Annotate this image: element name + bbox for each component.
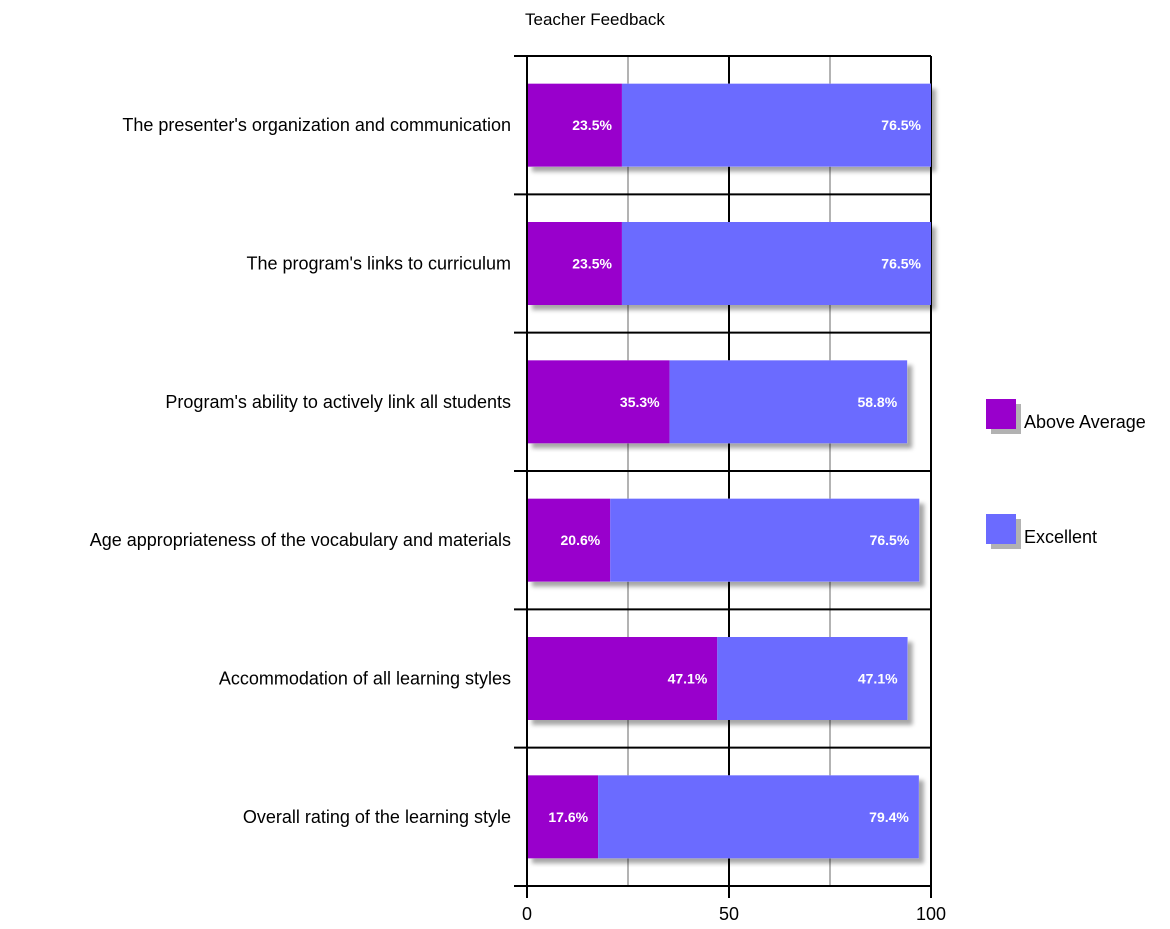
bar-group: 23.5% 76.5%: [527, 83, 931, 167]
x-tick-label: 0: [522, 904, 532, 924]
legend-label: Excellent: [1024, 527, 1097, 547]
bar-segment-above-average: [527, 83, 622, 167]
data-label: 58.8%: [857, 394, 897, 410]
data-label: 23.5%: [572, 256, 612, 272]
data-label: 17.6%: [548, 809, 588, 825]
bars-layer: 23.5% 76.5% 23.5% 76.5% 35.3% 58.8% 20.6% 76.5%…: [527, 83, 931, 859]
category-label: The presenter's organization and communi…: [122, 115, 511, 135]
category-label: Accommodation of all learning styles: [219, 669, 511, 689]
bar-segment-above-average: [527, 360, 670, 444]
bar-segment-excellent: [621, 222, 931, 305]
data-label: 79.4%: [869, 809, 909, 825]
bar-segment-excellent: [610, 498, 920, 582]
legend-swatch: [986, 399, 1016, 429]
grid-layer: [514, 55, 932, 887]
data-label: 47.1%: [858, 671, 898, 687]
category-label: Age appropriateness of the vocabulary an…: [90, 530, 511, 550]
bar-segment-excellent: [669, 360, 908, 444]
data-label: 23.5%: [572, 117, 612, 133]
category-label: The program's links to curriculum: [246, 254, 511, 274]
bar-segment-above-average: [527, 775, 599, 859]
x-tick-label: 100: [916, 904, 946, 924]
bar-segment-above-average: [527, 637, 718, 720]
legend-swatch: [986, 514, 1016, 544]
data-label: 35.3%: [620, 394, 660, 410]
bar-group: 47.1% 47.1%: [527, 637, 908, 720]
data-label: 76.5%: [870, 532, 910, 548]
bar-group: 17.6% 79.4%: [527, 775, 919, 859]
legend: Above Average Excellent: [986, 399, 1146, 549]
bar-segment-above-average: [527, 498, 611, 582]
data-label: 47.1%: [668, 671, 708, 687]
data-label: 20.6%: [561, 532, 601, 548]
x-tick-label: 50: [719, 904, 739, 924]
category-label: Overall rating of the learning style: [243, 807, 511, 827]
legend-label: Above Average: [1024, 412, 1146, 432]
data-label: 76.5%: [881, 117, 921, 133]
bar-segment-excellent: [598, 775, 919, 859]
bar-group: 35.3% 58.8%: [527, 360, 908, 444]
bar-group: 20.6% 76.5%: [527, 498, 920, 582]
bar-segment-above-average: [527, 222, 622, 305]
bar-group: 23.5% 76.5%: [527, 222, 931, 305]
bar-segment-excellent: [717, 637, 908, 720]
bar-segment-excellent: [621, 83, 931, 167]
data-label: 76.5%: [881, 256, 921, 272]
axis-layer: The presenter's organization and communi…: [90, 56, 946, 924]
category-label: Program's ability to actively link all s…: [165, 392, 511, 412]
chart-title: Teacher Feedback: [525, 10, 665, 29]
